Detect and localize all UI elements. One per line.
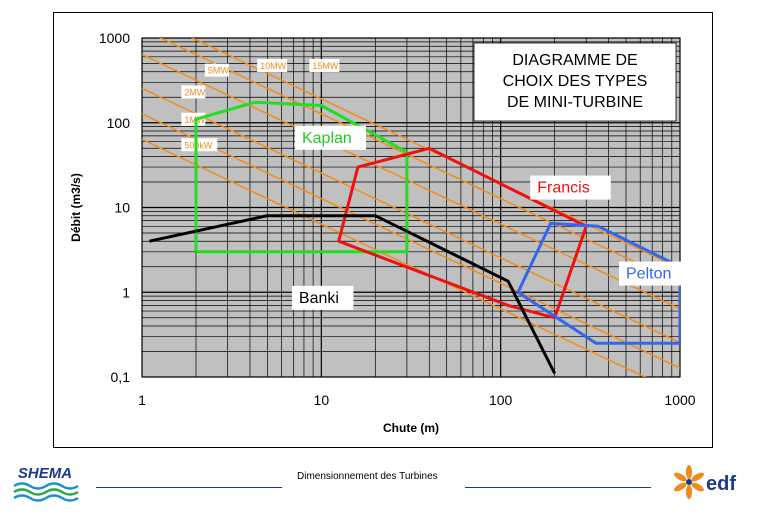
series-label-bg xyxy=(530,175,611,200)
y-axis-title: Débit (m3/s) xyxy=(69,173,83,242)
series-label-kaplan: Kaplan xyxy=(302,130,352,147)
series-banki xyxy=(149,214,557,375)
footer-line-left xyxy=(96,487,282,488)
x-tick-label: 100 xyxy=(489,392,513,408)
series-label-bg xyxy=(291,285,354,310)
edf-logo: edf xyxy=(674,465,736,499)
power-label-5mw: 5MW xyxy=(208,66,230,76)
edf-logo-text: edf xyxy=(706,473,736,495)
series-label-pelton: Pelton xyxy=(626,266,671,283)
series-label-bg xyxy=(619,261,691,286)
y-tick-label: 0,1 xyxy=(111,369,131,385)
power-label-bg xyxy=(181,112,206,126)
y-tick-label: 10 xyxy=(114,200,130,216)
power-line-10mw xyxy=(159,38,680,284)
series-label-francis: Francis xyxy=(537,180,589,197)
chart-frame: 1 10 100 1000 0,1 1 10 100 1000 500kW 1MW 2MW 5MW 10M… xyxy=(53,12,713,448)
x-tick-label: 1000 xyxy=(664,392,695,408)
power-label-bg xyxy=(257,59,288,73)
power-label-bg xyxy=(181,85,206,99)
chart-title-line: DIAGRAMME DE xyxy=(512,52,637,69)
footer-title: Dimensionnement des Turbines xyxy=(297,471,438,482)
power-line-1mw xyxy=(142,113,680,369)
power-line-500kw xyxy=(142,138,647,377)
power-label-bg xyxy=(204,63,229,77)
x-axis-title: Chute (m) xyxy=(383,421,439,435)
plot-border xyxy=(141,37,681,378)
power-label-500kw: 500kW xyxy=(184,140,213,150)
y-tick-label: 1 xyxy=(122,284,130,300)
x-tick-label: 10 xyxy=(314,392,330,408)
power-label-15mw: 15MW xyxy=(312,61,339,71)
power-label-bg xyxy=(181,138,218,152)
chart-title-line: CHOIX DES TYPES xyxy=(503,73,648,90)
series-pelton xyxy=(516,221,680,345)
series-kaplan xyxy=(194,100,409,254)
y-tick-label: 1000 xyxy=(99,30,130,46)
power-line-5mw xyxy=(142,53,680,310)
power-label-10mw: 10MW xyxy=(260,61,287,71)
shema-logo: SHEMA xyxy=(12,461,79,503)
power-label-2mw: 2MW xyxy=(184,87,206,97)
power-line-2mw xyxy=(142,87,680,344)
shema-logo-text: SHEMA xyxy=(18,465,72,482)
footer-line-right xyxy=(465,487,651,488)
chart-title-line: DE MINI-TURBINE xyxy=(507,94,643,111)
y-tick-label: 100 xyxy=(107,115,131,131)
series-label-bg xyxy=(294,125,366,150)
series-label-banki: Banki xyxy=(299,290,339,307)
x-tick-label: 1 xyxy=(138,392,146,408)
power-label-bg xyxy=(309,59,340,73)
title-box xyxy=(473,42,677,122)
